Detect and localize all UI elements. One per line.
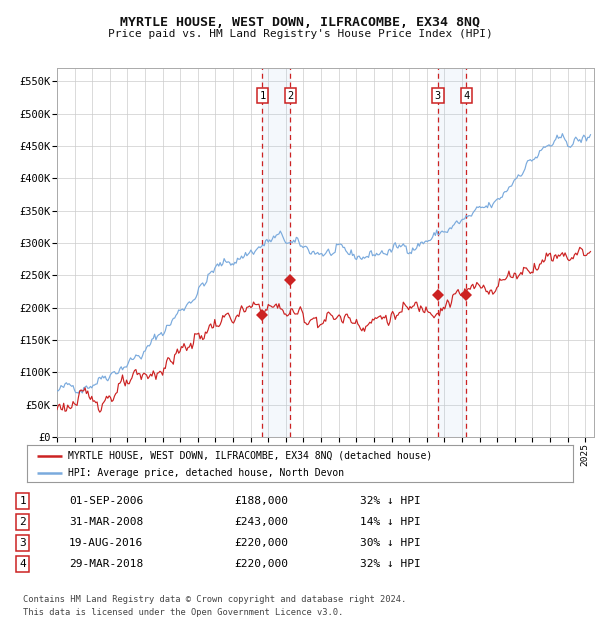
Text: MYRTLE HOUSE, WEST DOWN, ILFRACOMBE, EX34 8NQ: MYRTLE HOUSE, WEST DOWN, ILFRACOMBE, EX3… — [120, 16, 480, 29]
Text: 29-MAR-2018: 29-MAR-2018 — [69, 559, 143, 569]
Text: £220,000: £220,000 — [234, 538, 288, 548]
Text: 01-SEP-2006: 01-SEP-2006 — [69, 496, 143, 506]
Text: Price paid vs. HM Land Registry's House Price Index (HPI): Price paid vs. HM Land Registry's House … — [107, 29, 493, 38]
Text: 2: 2 — [19, 517, 26, 527]
Text: 4: 4 — [463, 91, 469, 101]
Text: 31-MAR-2008: 31-MAR-2008 — [69, 517, 143, 527]
Text: Contains HM Land Registry data © Crown copyright and database right 2024.: Contains HM Land Registry data © Crown c… — [23, 595, 406, 604]
Text: 32% ↓ HPI: 32% ↓ HPI — [360, 559, 421, 569]
Text: 4: 4 — [19, 559, 26, 569]
Text: 1: 1 — [19, 496, 26, 506]
Text: 1: 1 — [259, 91, 266, 101]
Bar — [262, 68, 290, 437]
Bar — [438, 68, 466, 437]
Text: 2: 2 — [287, 91, 293, 101]
Text: This data is licensed under the Open Government Licence v3.0.: This data is licensed under the Open Gov… — [23, 608, 343, 617]
Text: £220,000: £220,000 — [234, 559, 288, 569]
Text: 30% ↓ HPI: 30% ↓ HPI — [360, 538, 421, 548]
Text: MYRTLE HOUSE, WEST DOWN, ILFRACOMBE, EX34 8NQ (detached house): MYRTLE HOUSE, WEST DOWN, ILFRACOMBE, EX3… — [68, 451, 432, 461]
Text: 3: 3 — [435, 91, 441, 101]
Text: HPI: Average price, detached house, North Devon: HPI: Average price, detached house, Nort… — [68, 468, 344, 478]
Text: 32% ↓ HPI: 32% ↓ HPI — [360, 496, 421, 506]
Text: 19-AUG-2016: 19-AUG-2016 — [69, 538, 143, 548]
Text: 3: 3 — [19, 538, 26, 548]
Text: £243,000: £243,000 — [234, 517, 288, 527]
Text: £188,000: £188,000 — [234, 496, 288, 506]
Text: 14% ↓ HPI: 14% ↓ HPI — [360, 517, 421, 527]
